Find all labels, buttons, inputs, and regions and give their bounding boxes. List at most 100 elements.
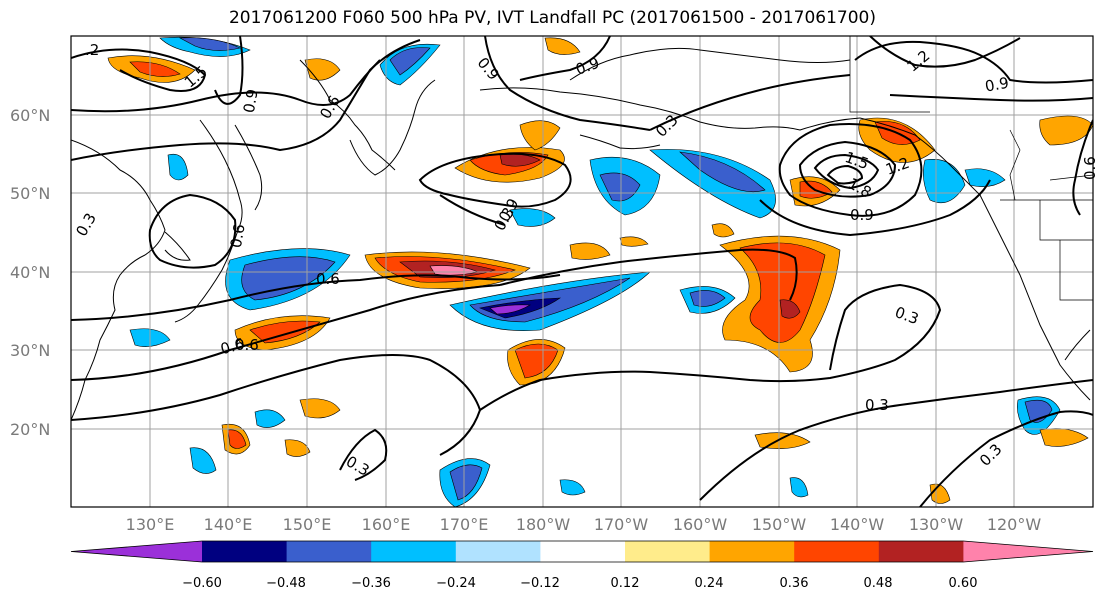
colorbar-extend-min: [71, 541, 202, 562]
contour-line: [439, 194, 506, 226]
coastline: [299, 59, 396, 171]
lon-label: 180°W: [516, 515, 571, 534]
lon-label: 160°E: [362, 515, 411, 534]
contour-line: [484, 36, 651, 131]
contour-line: [339, 428, 388, 481]
contour-label: 0.6: [316, 270, 340, 288]
coastline: [349, 79, 436, 176]
colorbar-tick-label: −0.12: [520, 576, 560, 591]
anomaly-blob: [254, 409, 286, 428]
border-line: [1009, 129, 1021, 201]
contour-line: [71, 59, 381, 113]
contour-line: [826, 164, 864, 185]
lat-label: 50°N: [10, 184, 50, 203]
political-borders: [849, 36, 1093, 301]
contour-line: [418, 152, 572, 208]
anomaly-blob: [599, 172, 641, 202]
contour-line: [479, 283, 942, 411]
anomaly-blob: [569, 242, 611, 260]
coastline: [234, 124, 263, 211]
graticule: [71, 36, 1093, 507]
contour-label: 0.9: [850, 206, 874, 224]
anomaly-blob: [1039, 115, 1093, 146]
contour-label: 0.6: [219, 335, 247, 359]
lon-label: 150°W: [752, 515, 807, 534]
contour-label: 0.9: [240, 88, 262, 115]
contour-line: [519, 36, 611, 81]
contour-line: [759, 179, 991, 237]
border-line: [849, 36, 930, 113]
pv-contours: [71, 36, 1093, 507]
contour-line: [214, 36, 244, 105]
map-frame: [70, 35, 1094, 508]
anomaly-blob: [249, 320, 321, 344]
colorbar-segment: [455, 541, 541, 562]
coastlines: [71, 47, 1091, 421]
contour-line: [71, 284, 501, 381]
latitude-labels: 60°N 50°N 40°N 30°N 20°N: [10, 106, 50, 439]
contour-label: 0.6: [1081, 156, 1099, 180]
colorbar-segment: [286, 541, 372, 562]
anomaly-blob: [178, 37, 241, 51]
lon-label: 120°W: [987, 515, 1042, 534]
anomaly-blob: [284, 439, 311, 457]
anomaly-blob: [189, 447, 217, 474]
contour-line: [148, 193, 237, 269]
contour-line: [699, 379, 1093, 501]
contour-label: 0.6: [227, 223, 249, 250]
anomaly-blob: [964, 168, 1006, 187]
contour-line: [71, 274, 561, 321]
colorbar-segment: [709, 541, 795, 562]
lat-label: 20°N: [10, 420, 50, 439]
colorbar-segment: [371, 541, 457, 562]
lon-label: 130°E: [126, 515, 175, 534]
contour-line: [919, 410, 1093, 507]
map-title: 2017061200 F060 500 hPa PV, IVT Landfall…: [228, 8, 876, 28]
colorbar-tick-label: 0.24: [695, 576, 724, 591]
colorbar-tick-label: 0.60: [949, 576, 978, 591]
contour-line: [813, 153, 880, 190]
colorbar-tick-label: 0.36: [780, 576, 809, 591]
contour-line: [649, 74, 851, 131]
border-line: [1039, 200, 1093, 241]
anomaly-blob: [129, 61, 181, 77]
colorbar: [70, 540, 1094, 563]
colorbar-tick-label: −0.60: [182, 576, 222, 591]
colorbar-tick-labels: −0.60 −0.48 −0.36 −0.24 −0.12 0.12 0.24 …: [182, 576, 977, 591]
colorbar-segment: [625, 541, 711, 562]
contour-line: [778, 123, 923, 217]
lon-label: 150°E: [283, 515, 332, 534]
colorbar-tick-label: 0.12: [611, 576, 640, 591]
colorbar-segment: [540, 541, 626, 562]
anomaly-blob: [389, 47, 431, 76]
anomaly-blob: [299, 398, 341, 419]
longitude-labels: 130°E 140°E 150°E 160°E 170°E 180°W 170°…: [126, 515, 1042, 534]
contour-line: [71, 39, 421, 161]
anomaly-blob: [649, 149, 776, 219]
lon-label: 170°E: [440, 515, 489, 534]
anomaly-blob: [739, 242, 826, 343]
lon-label: 170°W: [594, 515, 649, 534]
contour-label: .2: [85, 41, 99, 59]
coastline: [164, 231, 191, 261]
lon-label: 130°W: [909, 515, 964, 534]
border-line: [1059, 240, 1093, 301]
anomaly-blob: [779, 299, 801, 319]
lat-label: 60°N: [10, 106, 50, 125]
colorbar-tick-label: −0.24: [436, 576, 476, 591]
anomaly-blob: [679, 151, 766, 193]
contour-line: [854, 40, 1093, 84]
coastline: [71, 139, 166, 421]
coastline: [859, 117, 1091, 401]
colorbar-segment: [202, 541, 288, 562]
contour-line: [1072, 119, 1093, 216]
coastline: [174, 119, 243, 323]
colorbar-segment: [794, 541, 880, 562]
anomaly-blob: [789, 477, 809, 498]
contour-line: [869, 36, 1021, 68]
lat-label: 40°N: [10, 263, 50, 282]
contour-line: [889, 94, 1093, 102]
colorbar-extend-max: [963, 541, 1093, 562]
border-line: [1049, 174, 1093, 181]
